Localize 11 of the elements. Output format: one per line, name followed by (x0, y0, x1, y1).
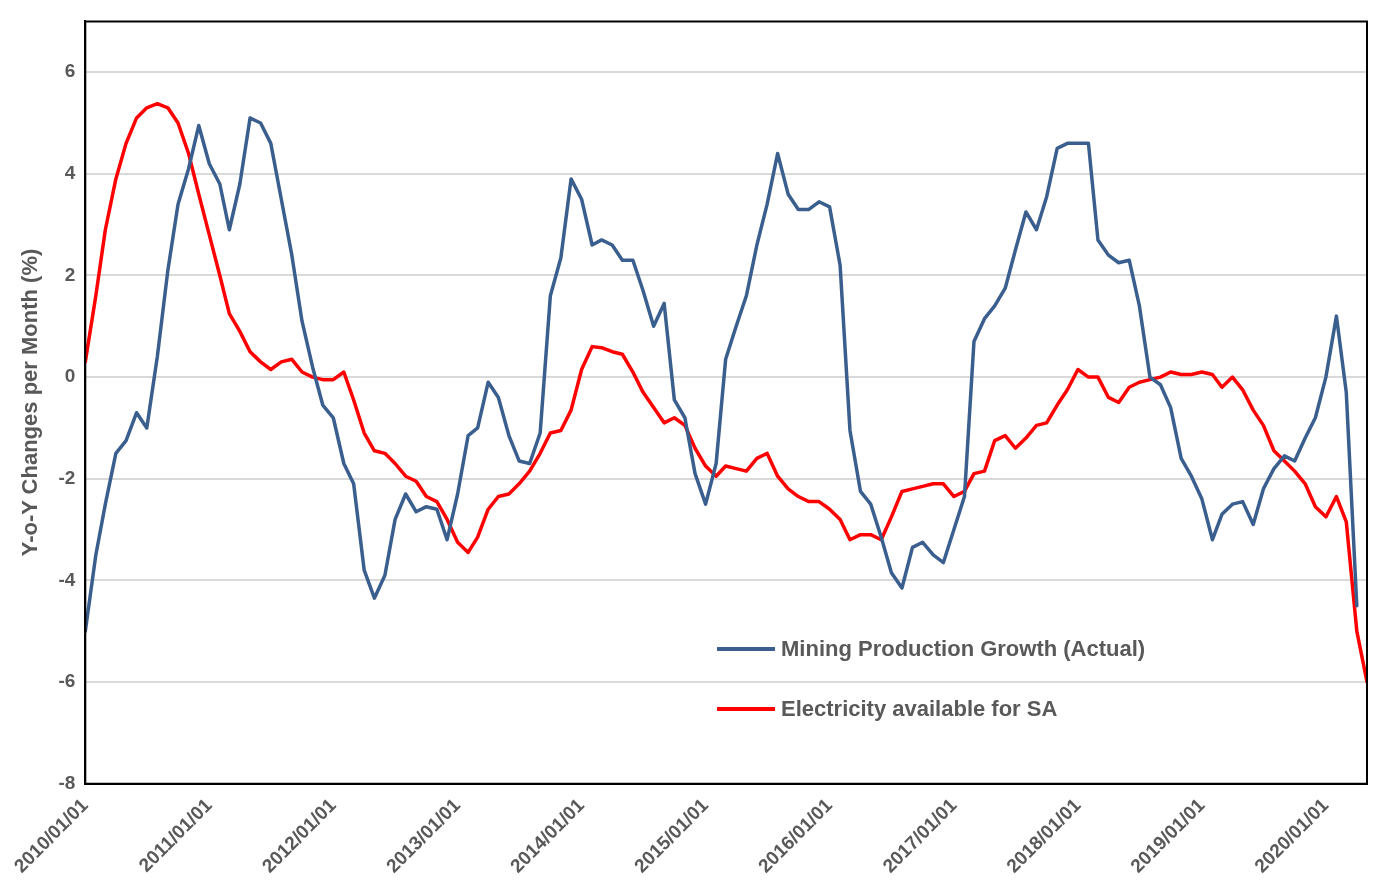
legend-label: Electricity available for SA (781, 695, 1058, 722)
y-axis-title: Y-o-Y Changes per Month (%) (17, 248, 43, 557)
y-tick-label: 6 (64, 60, 76, 82)
y-tick-label: -4 (58, 568, 76, 590)
y-tick-label: 2 (64, 263, 76, 285)
y-tick-label: 4 (64, 162, 76, 184)
legend-label: Mining Production Growth (Actual) (781, 635, 1146, 662)
y-tick-label: -2 (58, 466, 76, 488)
y-tick-label: -8 (58, 771, 76, 793)
y-tick-label: -6 (58, 670, 76, 692)
y-tick-label: 0 (64, 365, 76, 387)
